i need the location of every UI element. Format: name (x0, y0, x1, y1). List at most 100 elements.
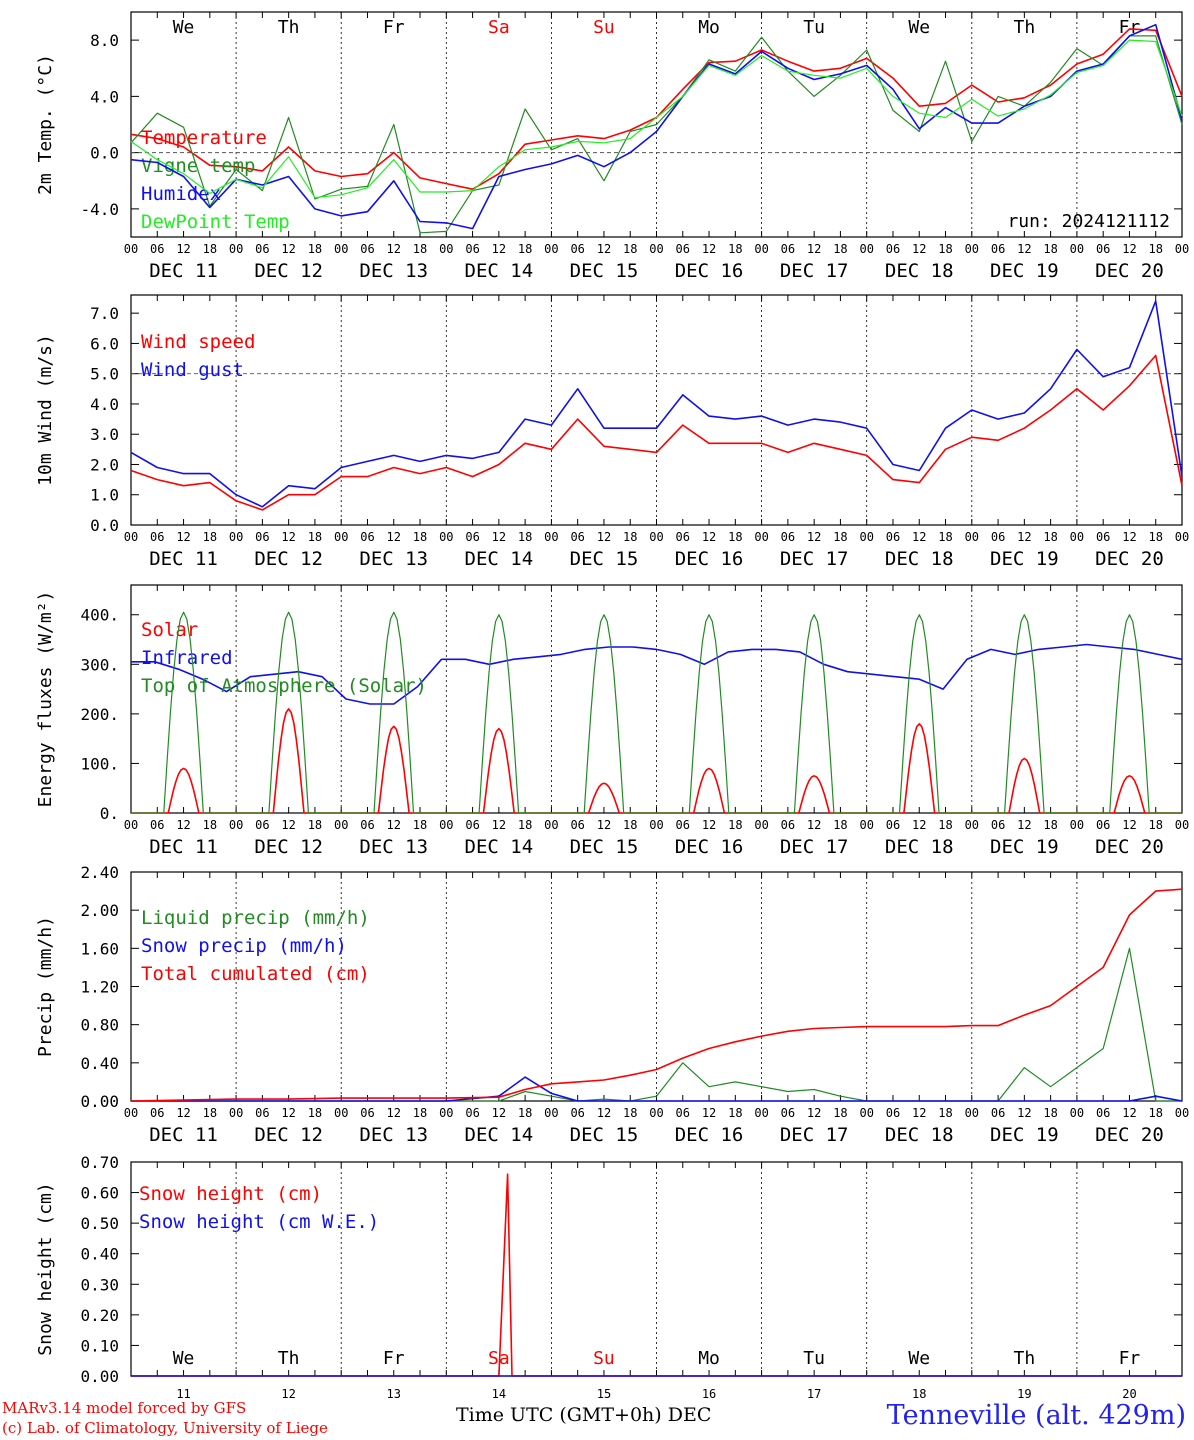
date-label: DEC 11 (149, 548, 218, 570)
hour-label: 06 (991, 818, 1005, 832)
hour-label: 00 (859, 242, 873, 256)
hour-label: 18 (833, 530, 847, 544)
date-label: DEC 11 (149, 260, 218, 282)
hour-label: 12 (492, 530, 506, 544)
weekday-label: Th (1014, 17, 1036, 38)
date-label: DEC 20 (1095, 1124, 1164, 1146)
legend-wind-speed: Wind speed (141, 331, 255, 353)
hour-label: 06 (676, 1106, 690, 1120)
hour-label: 06 (676, 818, 690, 832)
hour-label: 18 (1148, 530, 1162, 544)
hour-label: 06 (570, 242, 584, 256)
hour-label: 18 (833, 1106, 847, 1120)
hour-label: 06 (570, 530, 584, 544)
hour-label: 12 (1017, 242, 1031, 256)
y-tick-label: 0. (100, 804, 119, 823)
hour-label: 06 (1096, 530, 1110, 544)
hour-label: 12 (281, 1106, 295, 1120)
y-tick-label: 1.0 (90, 486, 119, 505)
legend-wind-gust: Wind gust (141, 359, 244, 381)
hour-label: 00 (439, 1106, 453, 1120)
hour-label: 00 (439, 530, 453, 544)
hour-label: 06 (360, 242, 374, 256)
hour-label: 06 (570, 818, 584, 832)
hour-label: 18 (413, 818, 427, 832)
hour-label: 00 (544, 242, 558, 256)
weekday-label: Tu (803, 17, 825, 38)
hour-label: 18 (1148, 818, 1162, 832)
hour-label: 06 (150, 530, 164, 544)
date-label: DEC 15 (570, 548, 639, 570)
legend-top-of-atmosphere-solar-: Top of Atmosphere (Solar) (141, 675, 427, 697)
weekday-label: Th (1014, 1348, 1036, 1369)
hour-label: 12 (281, 242, 295, 256)
hour-label: 12 (387, 1106, 401, 1120)
hour-label: 18 (413, 1106, 427, 1120)
hour-label: 12 (1017, 818, 1031, 832)
weekday-label: Th (278, 17, 300, 38)
day-number-label: 13 (387, 1387, 401, 1401)
hour-label: 00 (965, 1106, 979, 1120)
hour-label: 00 (439, 818, 453, 832)
hour-label: 00 (229, 530, 243, 544)
hour-label: 00 (1175, 530, 1189, 544)
hour-label: 18 (308, 1106, 322, 1120)
legend-dewpoint-temp: DewPoint Temp (141, 211, 290, 233)
hour-label: 18 (308, 530, 322, 544)
x-axis-title: Time UTC (GMT+0h) DEC (456, 1404, 711, 1426)
series-line-top-of-atmosphere-solar- (131, 611, 1182, 814)
hour-label: 06 (255, 530, 269, 544)
date-label: DEC 14 (465, 260, 534, 282)
series-line-infrared (131, 643, 1183, 705)
hour-label: 00 (544, 818, 558, 832)
hour-label: 12 (912, 1106, 926, 1120)
y-axis-label: Energy fluxes (W/m²) (35, 591, 56, 808)
y-tick-label: 0.70 (80, 1153, 119, 1172)
y-tick-label: 7.0 (90, 304, 119, 323)
hour-label: 00 (965, 530, 979, 544)
date-label: DEC 11 (149, 1124, 218, 1146)
y-axis-label: 10m Wind (m/s) (35, 334, 56, 486)
date-label: DEC 15 (570, 1124, 639, 1146)
date-label: DEC 18 (885, 1124, 954, 1146)
hour-label: 12 (281, 818, 295, 832)
hour-label: 18 (1148, 1106, 1162, 1120)
weekday-label: Fr (1119, 1348, 1141, 1369)
hour-label: 12 (912, 818, 926, 832)
hour-label: 12 (597, 530, 611, 544)
y-tick-label: 200. (80, 705, 119, 724)
y-tick-label: 0.0 (90, 516, 119, 535)
series-line-wind-gust (130, 300, 1183, 508)
hour-label: 12 (1122, 242, 1136, 256)
hour-label: 00 (229, 1106, 243, 1120)
hour-label: 00 (229, 242, 243, 256)
hour-label: 12 (387, 530, 401, 544)
hour-label: 12 (702, 818, 716, 832)
date-label: DEC 11 (149, 836, 218, 858)
hour-label: 06 (465, 530, 479, 544)
y-tick-label: 6.0 (90, 334, 119, 353)
hour-label: 18 (938, 1106, 952, 1120)
date-label: DEC 16 (675, 836, 744, 858)
hour-label: 06 (255, 818, 269, 832)
hour-label: 18 (308, 818, 322, 832)
hour-label: 00 (1175, 818, 1189, 832)
hour-label: 18 (938, 530, 952, 544)
hour-label: 06 (570, 1106, 584, 1120)
hour-label: 00 (124, 1106, 138, 1120)
y-tick-label: 0.00 (80, 1092, 119, 1111)
hour-label: 18 (1148, 242, 1162, 256)
hour-label: 06 (886, 530, 900, 544)
hour-label: 06 (991, 530, 1005, 544)
date-label: DEC 19 (990, 548, 1059, 570)
y-tick-label: 4.0 (90, 395, 119, 414)
hour-label: 12 (807, 530, 821, 544)
hour-label: 06 (465, 1106, 479, 1120)
legend-liquid-precip-mm-h-: Liquid precip (mm/h) (141, 907, 370, 929)
y-tick-label: 0.50 (80, 1214, 119, 1233)
hour-label: 12 (387, 242, 401, 256)
y-tick-label: 0.00 (80, 1367, 119, 1386)
hour-label: 18 (1043, 242, 1057, 256)
hour-label: 12 (912, 530, 926, 544)
hour-label: 00 (124, 242, 138, 256)
